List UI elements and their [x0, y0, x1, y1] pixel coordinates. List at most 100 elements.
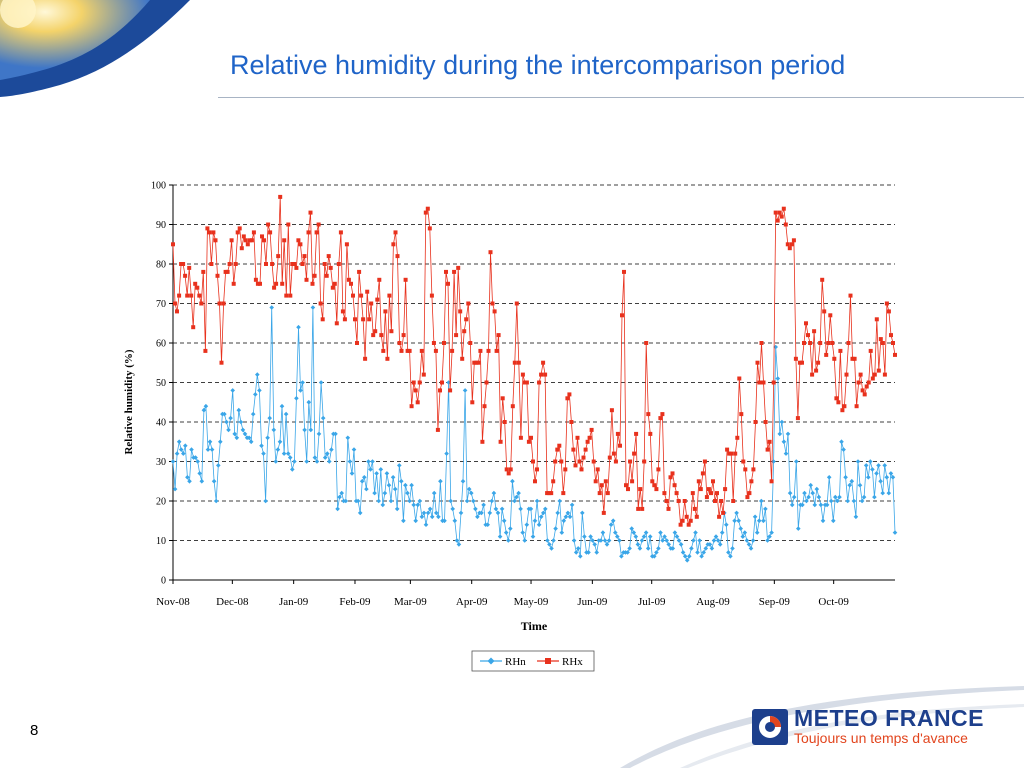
data-point-rhn — [228, 415, 233, 421]
data-point-rhn — [606, 538, 612, 543]
data-point-rhn — [413, 518, 418, 524]
data-point-rhn — [306, 399, 312, 405]
data-point-rhn — [421, 510, 427, 516]
data-point-rhx — [282, 238, 287, 243]
data-point-rhn — [466, 486, 472, 492]
data-point-rhx — [731, 499, 736, 503]
data-point-rhn — [664, 538, 669, 543]
data-point-rhx — [531, 459, 535, 464]
data-point-rhx — [365, 289, 370, 294]
data-point-rhn — [485, 522, 490, 527]
data-point-rhn — [294, 396, 299, 401]
data-point-rhn — [833, 494, 838, 500]
y-tick-label: 10 — [156, 536, 166, 547]
data-point-rhx — [456, 265, 461, 270]
data-point-rhx — [173, 301, 177, 306]
data-point-rhn — [374, 471, 379, 476]
data-point-rhn — [582, 534, 587, 539]
data-point-rhx — [686, 522, 691, 527]
data-point-rhx — [306, 230, 311, 235]
data-point-rhn — [800, 502, 805, 508]
data-point-rhn — [419, 514, 425, 520]
data-point-rhn — [255, 372, 260, 377]
data-point-rhx — [409, 404, 414, 409]
data-point-rhn — [707, 542, 713, 547]
data-point-rhn — [831, 518, 836, 524]
data-point-rhx — [387, 293, 392, 298]
data-point-rhn — [769, 530, 774, 535]
data-point-rhn — [399, 478, 404, 484]
data-point-rhn — [520, 530, 525, 535]
data-point-rhx — [682, 499, 687, 503]
data-point-rhn — [407, 498, 412, 504]
data-point-rhn — [767, 534, 772, 539]
data-point-rhx — [207, 230, 212, 235]
data-point-rhx — [512, 360, 517, 365]
data-point-rhn — [775, 376, 781, 381]
data-point-rhn — [578, 554, 583, 559]
data-point-rhx — [425, 206, 430, 211]
x-tick-label: Apr-09 — [456, 596, 488, 608]
data-point-rhx — [472, 360, 477, 365]
data-point-rhn — [549, 546, 554, 551]
x-tick-label: Aug-09 — [696, 596, 730, 608]
data-point-rhx — [757, 380, 762, 385]
data-point-rhx — [397, 341, 402, 345]
data-point-rhx — [874, 317, 879, 322]
data-point-rhx — [733, 451, 738, 456]
data-point-rhx — [476, 360, 481, 365]
data-point-rhn — [366, 459, 371, 464]
data-point-rhx — [759, 341, 764, 345]
data-point-rhn — [567, 514, 573, 520]
data-point-rhx — [361, 317, 366, 322]
data-point-rhn — [746, 542, 752, 547]
data-point-rhn — [633, 534, 639, 539]
data-point-rhn — [454, 538, 460, 543]
data-point-rhn — [742, 530, 748, 535]
data-point-rhx — [371, 333, 376, 338]
data-point-rhx — [413, 388, 418, 393]
data-point-rhx — [626, 487, 630, 492]
data-point-rhn — [625, 550, 630, 555]
data-point-rhx — [658, 416, 663, 421]
data-point-rhn — [880, 490, 885, 496]
logo-tagline: Toujours un temps d'avance — [794, 730, 968, 746]
data-point-rhn — [230, 388, 235, 393]
data-point-rhn — [411, 502, 416, 508]
data-point-rhx — [423, 210, 428, 215]
data-point-rhn — [277, 439, 283, 445]
data-point-rhx — [830, 341, 835, 345]
data-point-rhx — [191, 325, 196, 330]
data-point-rhn — [497, 534, 503, 539]
data-point-rhn — [312, 455, 318, 460]
data-point-rhn — [503, 530, 509, 535]
data-point-rhx — [272, 285, 277, 290]
data-point-rhx — [812, 329, 817, 334]
data-point-rhn — [791, 494, 797, 500]
data-point-rhx — [403, 277, 408, 282]
title-divider — [218, 97, 1024, 98]
data-point-rhn — [785, 431, 791, 437]
data-point-rhx — [781, 206, 786, 211]
data-point-rhn — [781, 439, 787, 445]
data-point-rhx — [171, 242, 175, 247]
data-point-rhx — [690, 491, 695, 496]
data-point-rhx — [773, 210, 778, 215]
data-point-rhn — [263, 498, 268, 504]
data-point-rhx — [555, 447, 560, 452]
data-point-rhx — [551, 479, 556, 484]
data-point-rhn — [594, 550, 599, 555]
data-point-rhn — [713, 534, 719, 539]
data-point-rhn — [818, 502, 824, 508]
data-point-rhx — [496, 333, 501, 338]
data-point-rhx — [444, 269, 448, 274]
data-point-rhn — [736, 518, 741, 524]
data-point-rhx — [462, 329, 467, 334]
data-point-rhn — [429, 514, 435, 520]
data-point-rhx — [391, 242, 396, 247]
legend-marker-rhx — [545, 658, 551, 664]
data-point-rhn — [808, 482, 813, 488]
data-point-rhx — [595, 467, 600, 472]
data-point-rhx — [520, 372, 525, 377]
x-axis-label: Time — [521, 619, 548, 633]
